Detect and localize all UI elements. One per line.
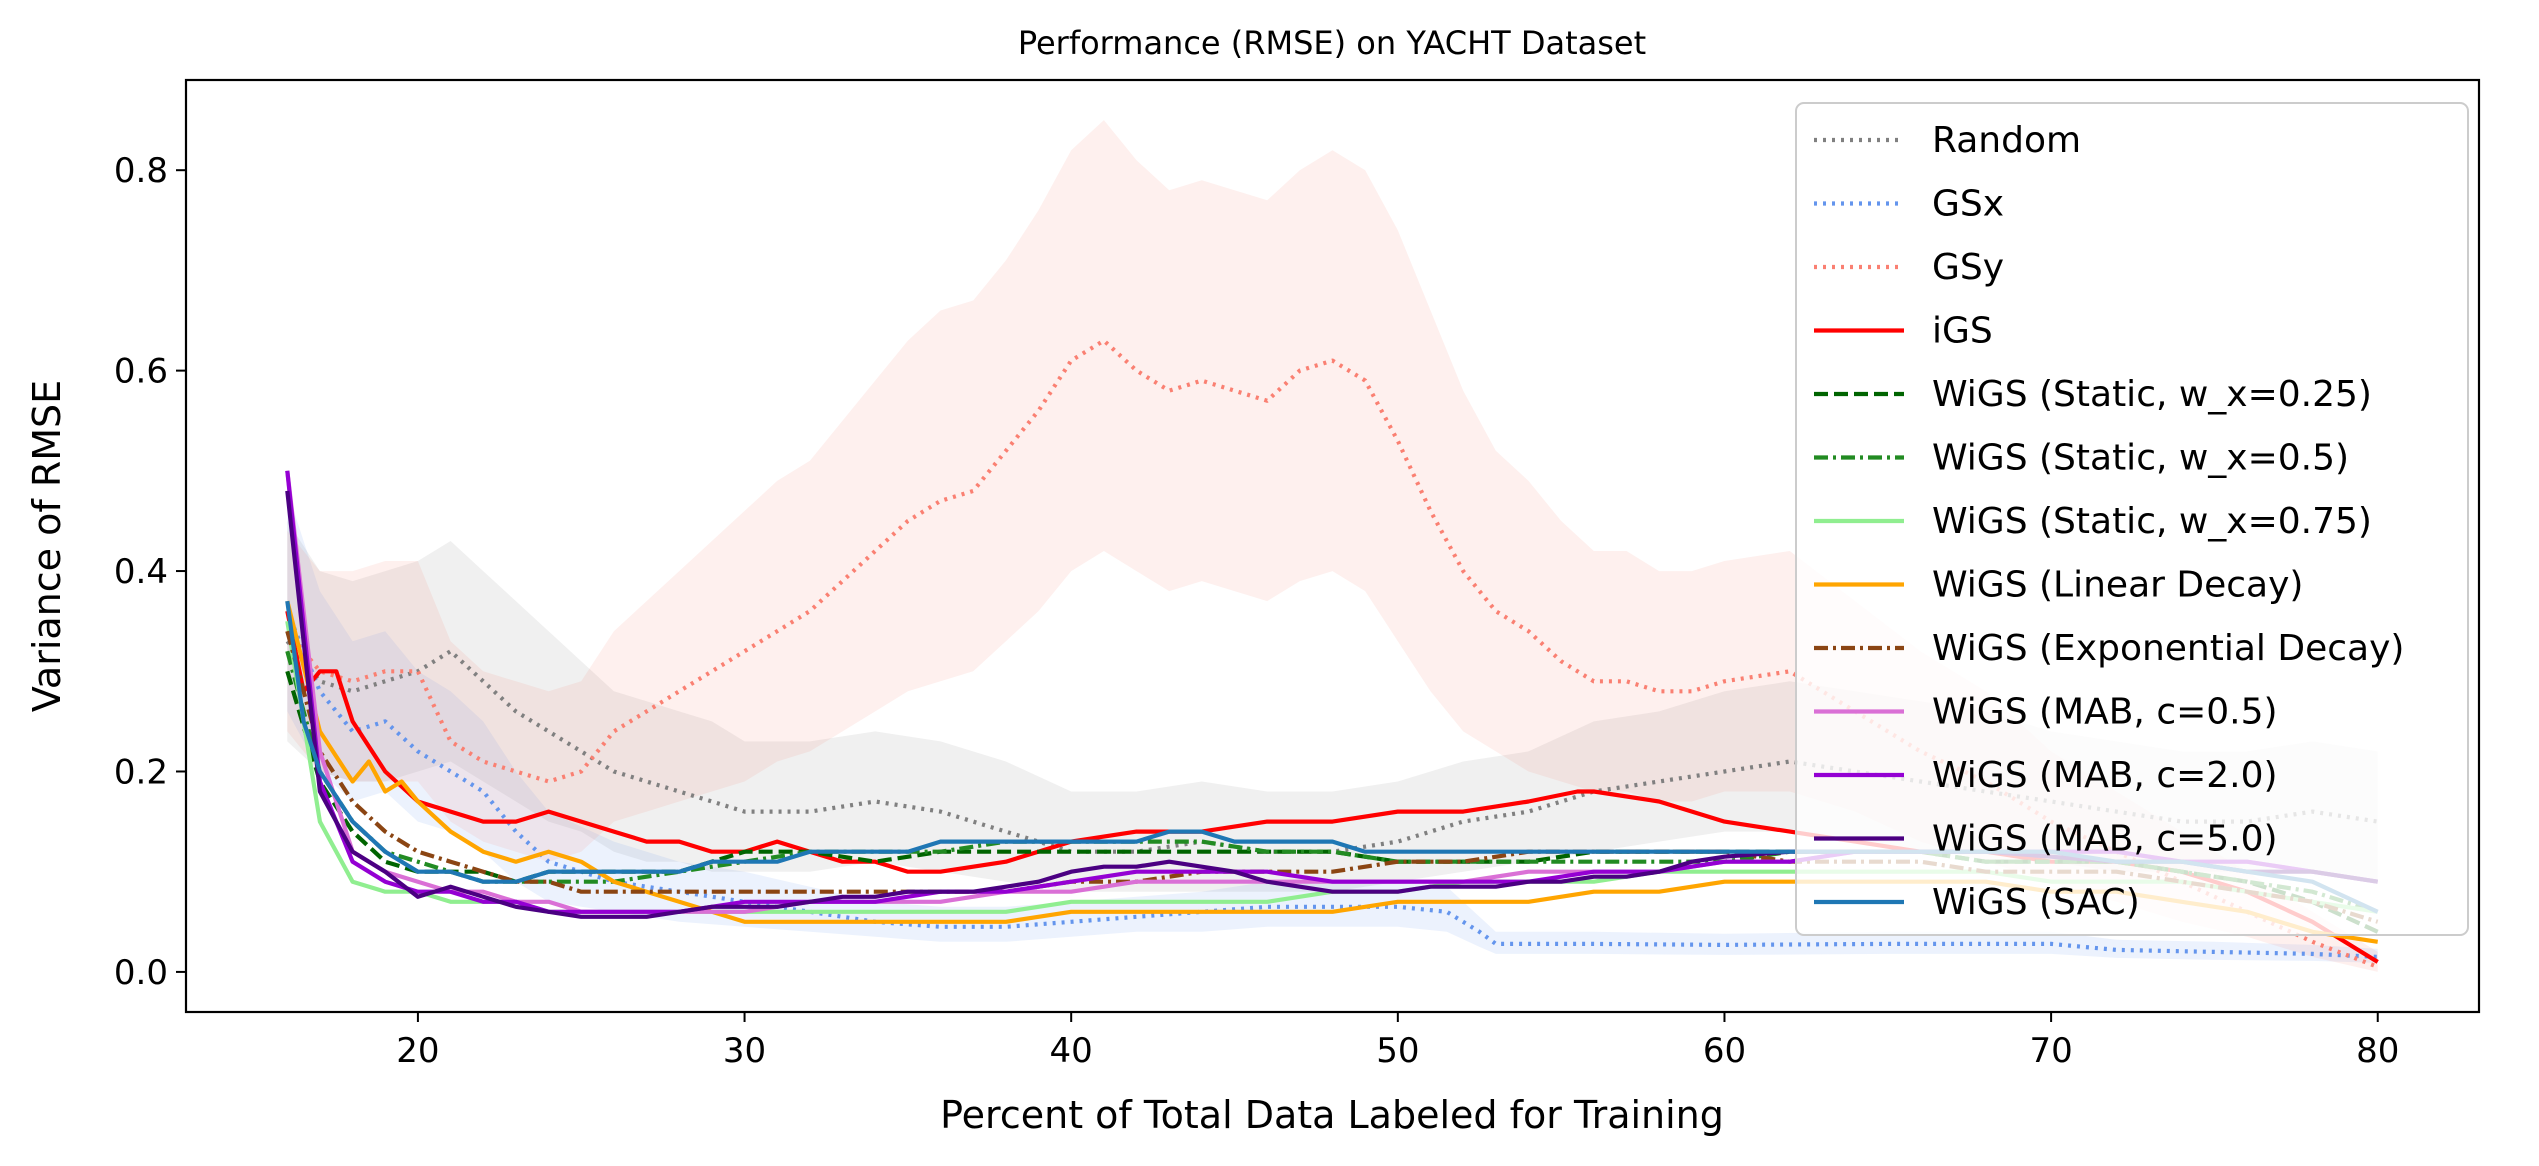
x-axis-ticks: 20 30 40 50 60 70 80 [396,1012,2399,1071]
legend-label-wigs-static-w-x-0-5: WiGS (Static, w_x=0.5) [1932,438,2349,479]
legend-label-wigs-mab-c-2-0: WiGS (MAB, c=2.0) [1932,755,2278,796]
x-axis-label: Percent of Total Data Labeled for Traini… [940,1093,1724,1137]
x-tick-label: 80 [2356,1031,2399,1071]
y-tick-label: 0.6 [114,352,168,392]
x-tick-label: 50 [1376,1031,1419,1071]
x-tick-label: 40 [1050,1031,1093,1071]
legend-label-wigs-mab-c-0-5: WiGS (MAB, c=0.5) [1932,692,2278,733]
y-tick-label: 0.2 [114,752,168,792]
legend-label-random: Random [1932,120,2081,161]
series-line-gsy [285,338,2379,969]
y-tick-label: 0.4 [114,552,168,592]
series-line-wigs-static-w-x-0-25 [285,670,2379,934]
legend-label-wigs-linear-decay: WiGS (Linear Decay) [1932,565,2303,606]
plot-area-frame [184,78,2481,1014]
x-tick-label: 70 [2029,1031,2072,1071]
y-axis-label: Variance of RMSE [25,380,69,712]
legend-label-gsx: GSx [1932,184,2004,225]
legend-label-wigs-static-w-x-0-75: WiGS (Static, w_x=0.75) [1932,501,2372,542]
legend: Random GSx GSy iGS WiGS (Static, w_x=0.25) Wi… [1795,102,2469,936]
x-tick-label: 30 [723,1031,766,1071]
legend-label-gsy: GSy [1932,247,2004,288]
x-tick-label: 60 [1703,1031,1746,1071]
x-tick-label: 20 [396,1031,439,1071]
series-line-gsx [285,610,2378,959]
y-axis-ticks: 0.0 0.2 0.4 0.6 0.8 [114,151,186,993]
chart-title: Performance (RMSE) on YACHT Dataset [1018,24,1646,62]
legend-label-igs: iGS [1932,311,1993,352]
y-tick-label: 0.8 [114,151,168,191]
legend-box [1795,102,2469,936]
y-tick-label: 0.0 [114,953,168,993]
legend-label-wigs-mab-c-5-0: WiGS (MAB, c=5.0) [1932,819,2278,860]
legend-label-wigs-sac: WiGS (SAC) [1932,882,2140,923]
legend-label-wigs-exponential-decay: WiGS (Exponential Decay) [1932,628,2404,669]
legend-label-wigs-static-w-x-0-25: WiGS (Static, w_x=0.25) [1932,374,2372,415]
